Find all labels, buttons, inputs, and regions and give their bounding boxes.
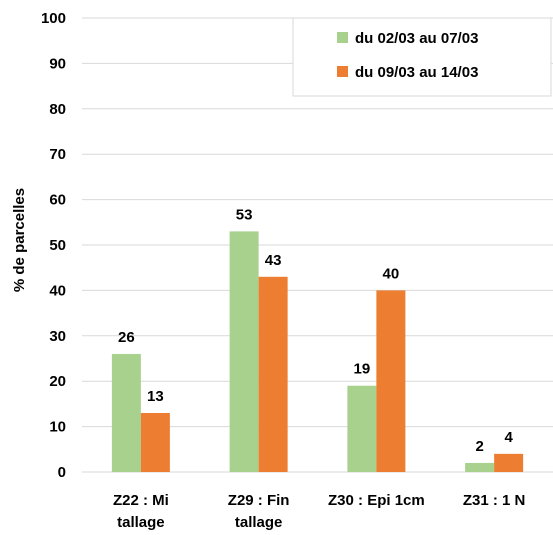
legend-label-series-2: du 09/03 au 14/03: [355, 64, 478, 81]
bar-series-1-2: [229, 231, 259, 472]
bar-series-2-1: [140, 412, 170, 472]
y-tick-label: 30: [49, 328, 66, 345]
data-labels: 26 13 53 43 19 40 2 4: [118, 206, 513, 455]
data-label-series-2-4: 4: [504, 429, 513, 446]
legend: du 02/03 au 07/03 du 09/03 au 14/03: [292, 17, 552, 97]
legend-swatch-series-2: [337, 66, 348, 77]
legend-label-series-1: du 02/03 au 07/03: [355, 30, 478, 47]
bar-series-1-3: [347, 385, 377, 472]
y-tick-label: 80: [49, 101, 66, 118]
bar-series-1-1: [111, 353, 141, 472]
data-label-series-2-3: 40: [383, 265, 400, 282]
category-label: Z31 : 1 N: [463, 492, 526, 509]
bar-series-2-4: [494, 453, 524, 472]
category-label: Z30 : Epi 1cm: [328, 492, 425, 509]
category-label: tallage: [235, 514, 283, 531]
data-label-series-2-2: 43: [265, 252, 282, 269]
y-tick-label: 0: [58, 464, 66, 481]
category-labels: Z22 : Mi tallage Z29 : Fin tallage Z30 : Epi…: [113, 492, 525, 531]
bars: [111, 231, 524, 472]
legend-swatch-series-1: [337, 32, 348, 43]
y-tick-label: 40: [49, 282, 66, 299]
category-label: Z29 : Fin: [228, 492, 290, 509]
data-label-series-1-4: 2: [475, 438, 483, 455]
y-tick-label: 10: [49, 419, 66, 436]
data-label-series-1-1: 26: [118, 329, 135, 346]
y-tick-label: 50: [49, 237, 66, 254]
data-label-series-2-1: 13: [147, 388, 164, 405]
y-tick-label: 70: [49, 146, 66, 163]
bar-series-1-4: [465, 462, 495, 472]
y-axis-ticks: 0 10 20 30 40 50 60 70 80 90 100: [41, 10, 66, 481]
data-label-series-1-2: 53: [236, 206, 253, 223]
data-label-series-1-3: 19: [354, 361, 371, 378]
y-tick-label: 20: [49, 373, 66, 390]
y-tick-label: 100: [41, 10, 66, 27]
category-label: tallage: [117, 514, 165, 531]
bar-series-2-3: [376, 290, 406, 472]
legend-box: [292, 17, 552, 97]
y-axis-title: % de parcelles: [11, 188, 28, 292]
category-label: Z22 : Mi: [113, 492, 169, 509]
y-tick-label: 90: [49, 55, 66, 72]
y-tick-label: 60: [49, 192, 66, 209]
bar-series-2-2: [258, 276, 288, 472]
